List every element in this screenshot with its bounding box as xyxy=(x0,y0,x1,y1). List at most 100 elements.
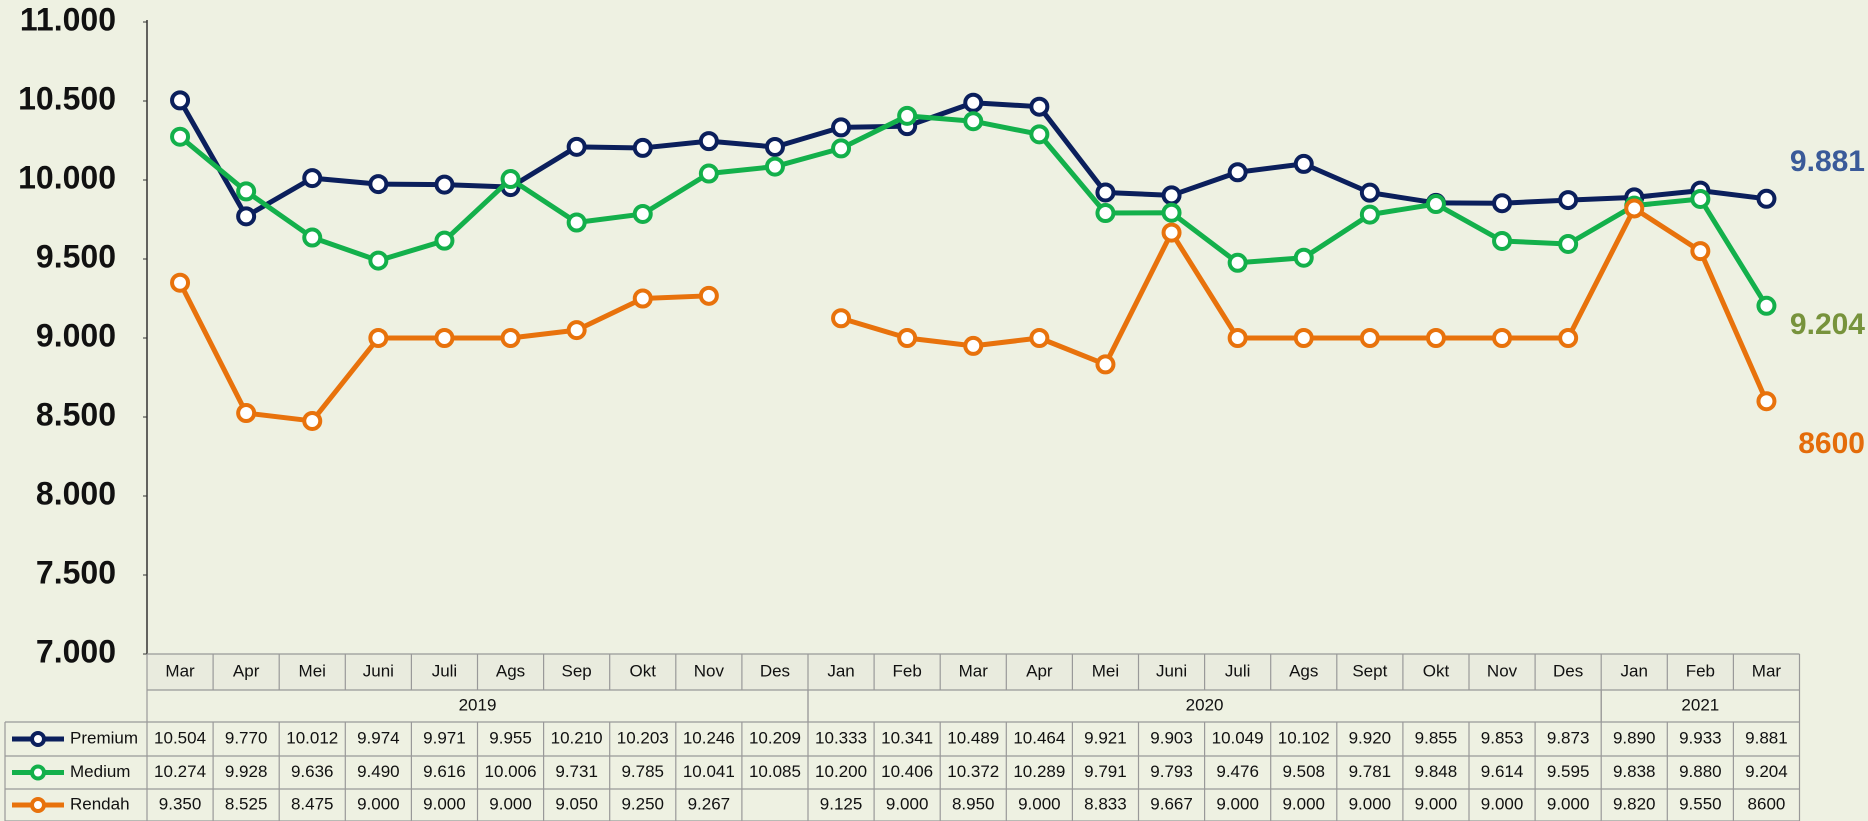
point xyxy=(1690,241,1711,262)
point xyxy=(1293,328,1314,348)
point xyxy=(434,230,455,251)
value-label: 9.000 xyxy=(357,794,400,813)
x-tick-label: Okt xyxy=(630,661,657,680)
point xyxy=(368,174,389,195)
point xyxy=(1359,182,1380,203)
point xyxy=(302,410,323,431)
x-tick-label: Sept xyxy=(1352,661,1387,680)
point xyxy=(1293,247,1314,268)
point xyxy=(1558,328,1579,348)
value-label: 9.667 xyxy=(1150,794,1193,813)
value-label: 9.731 xyxy=(555,762,598,781)
y-tick-label: 9.000 xyxy=(36,317,116,353)
x-tick-label: Mei xyxy=(299,661,326,680)
year-label: 2020 xyxy=(1186,695,1224,714)
end-label: 8600 xyxy=(1798,427,1865,460)
value-label: 9.920 xyxy=(1349,728,1392,747)
point xyxy=(1756,188,1777,209)
point xyxy=(1095,203,1116,224)
value-label: 10.372 xyxy=(947,762,999,781)
value-label: 9.890 xyxy=(1613,728,1656,747)
value-label: 9.125 xyxy=(820,794,863,813)
legend-marker xyxy=(30,797,46,813)
point xyxy=(1227,252,1248,273)
point xyxy=(1029,124,1050,145)
point xyxy=(698,285,719,306)
point xyxy=(1756,391,1777,412)
point xyxy=(1095,182,1116,203)
point xyxy=(764,136,785,157)
data-table xyxy=(4,653,1801,821)
value-label: 9.636 xyxy=(291,762,334,781)
point xyxy=(1492,193,1513,214)
point xyxy=(632,203,653,224)
x-tick-label: Des xyxy=(760,661,790,680)
value-label: 10.006 xyxy=(485,762,537,781)
value-label: 10.274 xyxy=(154,762,206,781)
end-label: 9.881 xyxy=(1790,145,1865,178)
point xyxy=(1558,233,1579,254)
x-tick-label: Juli xyxy=(432,661,458,680)
point xyxy=(170,90,191,111)
value-label: 10.012 xyxy=(286,728,338,747)
value-label: 9.595 xyxy=(1547,762,1590,781)
value-label: 9.000 xyxy=(489,794,532,813)
series-line xyxy=(178,113,1769,308)
x-tick-label: Feb xyxy=(893,661,922,680)
value-label: 9.880 xyxy=(1679,762,1722,781)
value-label: 9.508 xyxy=(1282,762,1325,781)
point xyxy=(302,227,323,248)
value-label: 9.971 xyxy=(423,728,466,747)
value-label: 9.267 xyxy=(688,794,731,813)
point xyxy=(1161,185,1182,206)
point xyxy=(1161,202,1182,223)
value-label: 8600 xyxy=(1748,794,1786,813)
value-label: 9.000 xyxy=(1349,794,1392,813)
value-label: 9.350 xyxy=(159,794,202,813)
value-label: 9.000 xyxy=(1216,794,1259,813)
x-tick-label: Jan xyxy=(827,661,854,680)
value-label: 9.000 xyxy=(1282,794,1325,813)
value-label: 9.000 xyxy=(1481,794,1524,813)
point xyxy=(302,168,323,189)
point xyxy=(698,131,719,152)
value-label: 10.341 xyxy=(881,728,933,747)
point xyxy=(1293,153,1314,174)
point xyxy=(434,328,455,348)
end-label: 9.204 xyxy=(1790,308,1865,341)
point xyxy=(1492,328,1513,348)
x-tick-label: Apr xyxy=(1026,661,1053,680)
x-tick-label: Mei xyxy=(1092,661,1119,680)
point xyxy=(566,136,587,157)
value-label: 9.614 xyxy=(1481,762,1524,781)
value-label: 9.000 xyxy=(1018,794,1061,813)
point xyxy=(1690,188,1711,209)
value-label: 9.050 xyxy=(555,794,598,813)
x-tick-label: Okt xyxy=(1423,661,1450,680)
value-label: 9.974 xyxy=(357,728,400,747)
point xyxy=(831,308,852,329)
x-tick-label: Jan xyxy=(1621,661,1648,680)
legend-label: Premium xyxy=(70,728,138,747)
point xyxy=(1359,328,1380,348)
value-label: 10.406 xyxy=(881,762,933,781)
value-label: 10.210 xyxy=(551,728,603,747)
point xyxy=(1624,198,1645,219)
value-label: 10.289 xyxy=(1013,762,1065,781)
value-label: 9.928 xyxy=(225,762,268,781)
x-tick-label: Apr xyxy=(233,661,260,680)
value-label: 10.209 xyxy=(749,728,801,747)
value-label: 9.000 xyxy=(1415,794,1458,813)
y-tick-label: 8.000 xyxy=(36,475,116,511)
y-tick-label: 10.500 xyxy=(18,80,116,116)
point xyxy=(632,137,653,158)
value-label: 9.000 xyxy=(423,794,466,813)
value-label: 8.475 xyxy=(291,794,334,813)
point xyxy=(698,163,719,184)
value-label: 9.838 xyxy=(1613,762,1656,781)
value-label: 9.770 xyxy=(225,728,268,747)
x-tick-label: Nov xyxy=(1487,661,1518,680)
x-tick-label: Feb xyxy=(1686,661,1715,680)
point xyxy=(764,156,785,177)
